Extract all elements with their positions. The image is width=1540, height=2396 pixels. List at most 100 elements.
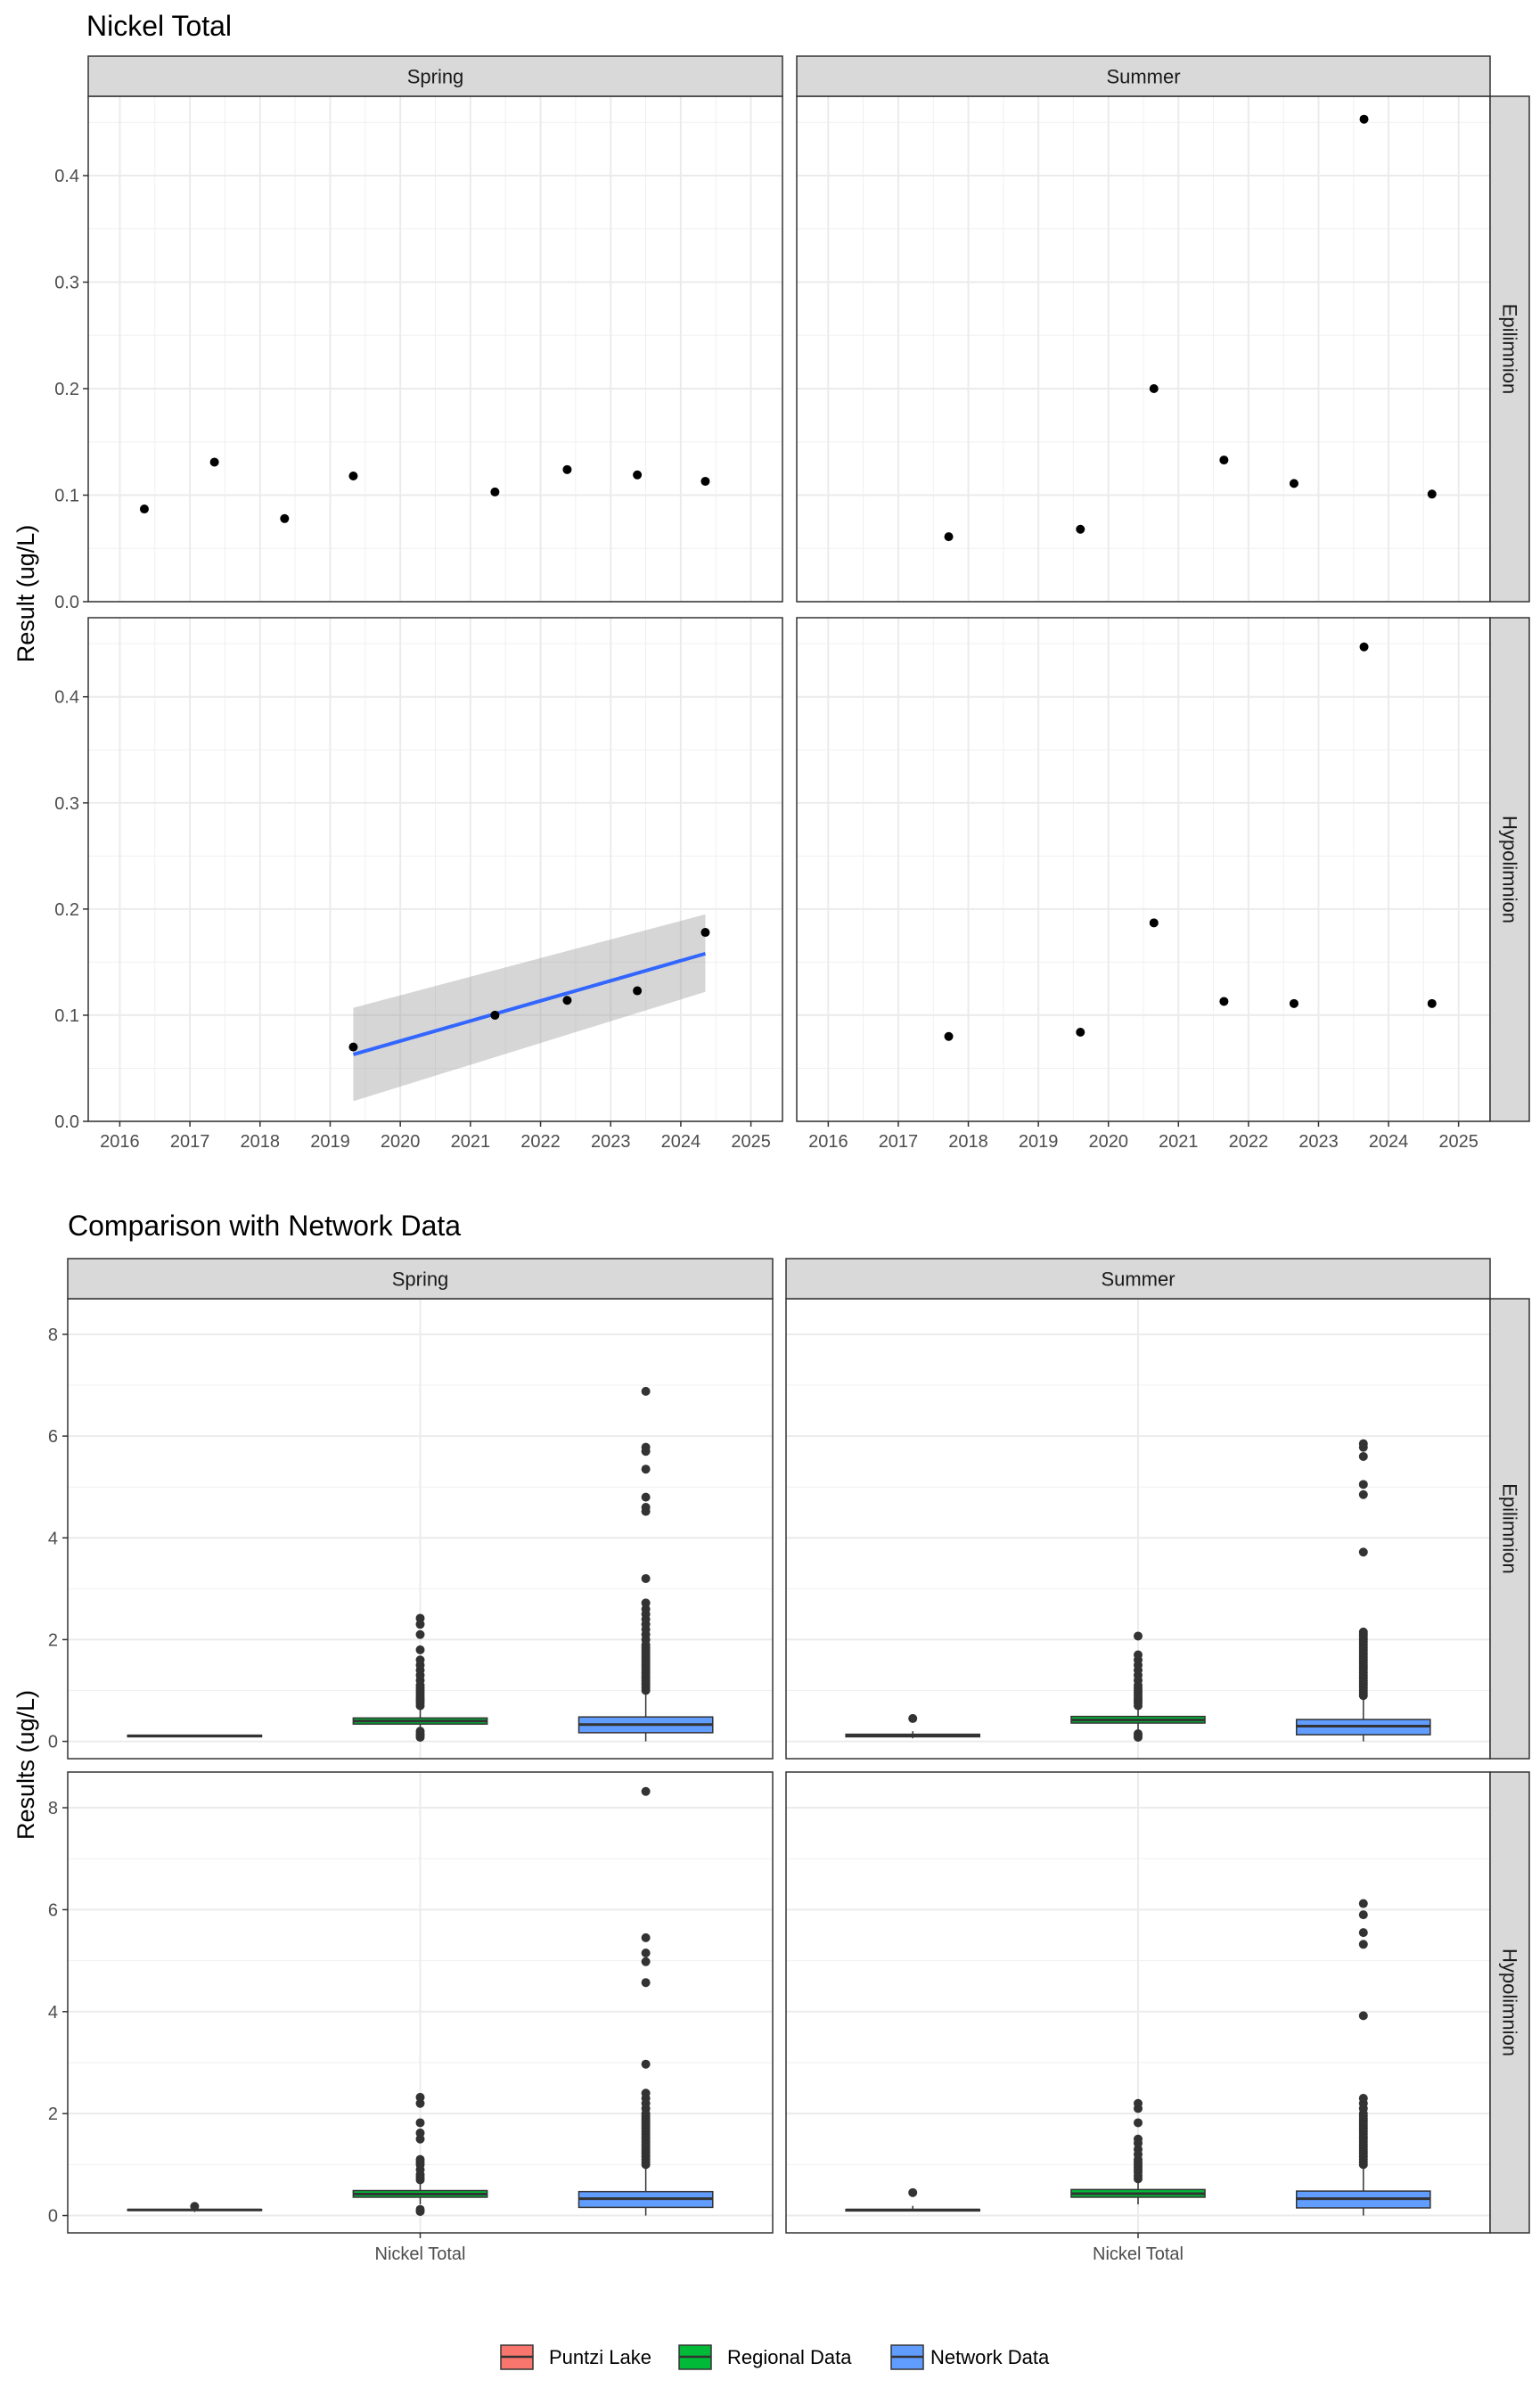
data-point (1219, 455, 1229, 465)
x-tick-label: 2018 (241, 1132, 281, 1152)
x-tick-label: 2016 (808, 1132, 848, 1152)
outlier-point (641, 1386, 651, 1396)
x-tick-label: 2017 (879, 1132, 919, 1152)
y-tick-label: 2 (48, 2105, 58, 2124)
x-tick-label: Nickel Total (1093, 2244, 1184, 2264)
x-tick-label: 2020 (1088, 1132, 1128, 1152)
legend-label: Network Data (930, 2346, 1050, 2368)
facet-strip-summer: Summer (785, 1258, 1491, 1300)
y-tick-label: 0.2 (54, 900, 79, 920)
outlier-point (415, 1645, 425, 1654)
data-point (562, 996, 572, 1005)
box-regional-data (352, 1613, 488, 1743)
data-point (280, 513, 290, 523)
data-point (562, 464, 572, 474)
x-tick-label: 2023 (1298, 1132, 1339, 1152)
y-tick-label: 8 (48, 1325, 58, 1345)
y-axis-title: Result (ug/L) (12, 525, 39, 663)
panel-spring-hypolimnion: 0 2 4 6 8 Nickel Total (48, 1771, 774, 2264)
x-tick-label: 2024 (661, 1132, 701, 1152)
facet-strip-spring: Spring (67, 1258, 774, 1300)
outlier-point (415, 1613, 425, 1623)
y-tick-label: 0.0 (54, 593, 79, 612)
outlier-point (1358, 2011, 1368, 2021)
y-tick-label: 0.1 (54, 1006, 79, 1026)
x-tick-label: 2025 (731, 1132, 771, 1152)
outlier-point (1134, 2145, 1143, 2154)
data-point (1359, 114, 1369, 124)
outlier-point (1358, 1627, 1368, 1637)
y-tick-label: 0 (48, 2207, 58, 2227)
strip-label: Summer (1101, 1268, 1175, 1291)
data-point (944, 1031, 954, 1041)
data-point (348, 471, 358, 480)
panel-spring-epilimnion: 0 2 4 6 8 (48, 1298, 774, 1760)
outlier-point (1358, 1910, 1368, 1920)
outlier-point (1358, 1489, 1368, 1499)
data-point (209, 457, 219, 467)
x-tick-label: 2018 (948, 1132, 988, 1152)
box-puntzi-lake (845, 1713, 981, 1739)
box-network-data (578, 1386, 714, 1742)
data-point (1289, 479, 1298, 488)
outlier-point (415, 1655, 425, 1665)
x-tick-label: 2024 (1369, 1132, 1409, 1152)
box-regional-data (352, 2092, 488, 2216)
outlier-point (1134, 2118, 1143, 2128)
x-tick-label: 2022 (1229, 1132, 1269, 1152)
outlier-point (641, 2088, 651, 2098)
x-tick-label: 2019 (1019, 1132, 1059, 1152)
outlier-point (641, 1786, 651, 1796)
outlier-point (190, 2202, 200, 2211)
outlier-point (415, 2134, 425, 2144)
box-network-data (1296, 1439, 1431, 1742)
x-tick-label: 2025 (1438, 1132, 1479, 1152)
y-tick-label: 0.0 (54, 1112, 79, 1132)
legend-label: Puntzi Lake (549, 2346, 651, 2368)
y-tick-label: 0 (48, 1733, 58, 1752)
strip-label: Summer (1106, 66, 1180, 88)
panel-spring-hypolimnion: 0.0 0.1 0.2 0.3 0.4 2016 2017 2018 2019 2020 2021 2… (54, 617, 783, 1152)
data-point (139, 505, 149, 514)
outlier-point (415, 1727, 425, 1736)
facet-strip-epilimnion: Epilimnion (1489, 95, 1530, 603)
strip-background (1489, 1298, 1530, 1760)
facet-strip-spring: Spring (87, 55, 783, 97)
chart-title: Nickel Total (86, 10, 232, 42)
y-tick-label: 0.3 (54, 794, 79, 814)
outlier-point (641, 1465, 651, 1474)
facet-strip-hypolimnion: Hypolimnion (1489, 1771, 1530, 2234)
y-tick-label: 4 (48, 2003, 58, 2023)
data-point (1359, 642, 1369, 652)
strip-background (67, 1258, 774, 1300)
y-tick-label: 0.2 (54, 380, 79, 399)
outlier-point (415, 2154, 425, 2164)
y-tick-label: 0.4 (54, 167, 79, 186)
y-tick-label: 0.1 (54, 487, 79, 506)
outlier-point (415, 1620, 425, 1629)
data-point (1289, 998, 1298, 1008)
y-tick-label: 8 (48, 1799, 58, 1818)
outlier-point (415, 2128, 425, 2138)
legend-label: Regional Data (727, 2346, 852, 2368)
outlier-point (641, 1492, 651, 1502)
chart-title: Comparison with Network Data (68, 1210, 461, 1242)
box-regional-data (1070, 2098, 1206, 2204)
facet-strip-hypolimnion: Hypolimnion (1489, 617, 1530, 1122)
outlier-point (908, 2187, 918, 2197)
box-puntzi-lake (845, 2187, 981, 2212)
strip-label: Hypolimnion (1499, 1949, 1521, 2056)
outlier-point (415, 2118, 425, 2128)
y-axis-title: Results (ug/L) (12, 1690, 39, 1840)
outlier-point (1134, 2134, 1143, 2144)
legend-item-network-data: Network Data (890, 2344, 1050, 2370)
data-point (1149, 918, 1159, 928)
data-point (633, 986, 643, 996)
x-tick-label: Nickel Total (375, 2244, 466, 2264)
panel-spring-epilimnion: 0.0 0.1 0.2 0.3 0.4 (54, 95, 783, 612)
strip-background (785, 1258, 1491, 1300)
outlier-point (641, 1442, 651, 1452)
x-tick-label: 2017 (170, 1132, 210, 1152)
outlier-point (1134, 1729, 1143, 1739)
